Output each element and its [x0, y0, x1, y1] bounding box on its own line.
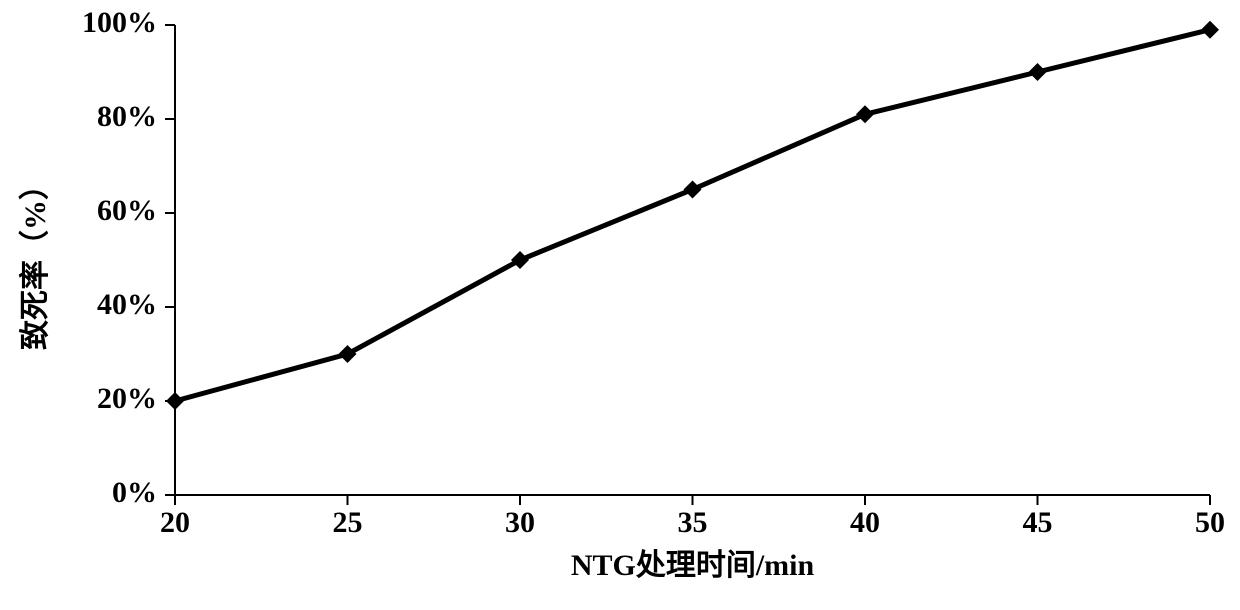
x-tick-label: 35 [678, 506, 708, 539]
data-marker [1201, 21, 1219, 39]
y-axis-title: 致死率（%） [18, 170, 52, 350]
x-tick-label: 25 [333, 506, 363, 539]
data-marker [339, 345, 357, 363]
y-tick-label: 100% [82, 6, 157, 39]
x-tick-label: 50 [1195, 506, 1225, 539]
x-axis-title: NTG处理时间/min [571, 549, 815, 582]
chart-container: 0% 20% 40% 60% 80% 100% 20 25 30 35 40 45 50 致死率（%） NT… [0, 0, 1240, 610]
x-tick-label: 45 [1023, 506, 1053, 539]
x-tick-label: 30 [505, 506, 535, 539]
y-tick-label: 0% [112, 476, 157, 509]
data-marker [166, 392, 184, 410]
data-marker [856, 105, 874, 123]
y-tick-label: 20% [97, 382, 157, 415]
x-tick-label: 40 [850, 506, 880, 539]
data-marker [1029, 63, 1047, 81]
x-tick-label: 20 [160, 506, 190, 539]
data-line [175, 30, 1210, 401]
y-tick-label: 40% [97, 288, 157, 321]
data-marker [684, 181, 702, 199]
line-chart: 0% 20% 40% 60% 80% 100% 20 25 30 35 40 45 50 致死率（%） NT… [0, 0, 1240, 610]
data-marker [511, 251, 529, 269]
y-tick-label: 80% [97, 100, 157, 133]
y-tick-label: 60% [97, 194, 157, 227]
